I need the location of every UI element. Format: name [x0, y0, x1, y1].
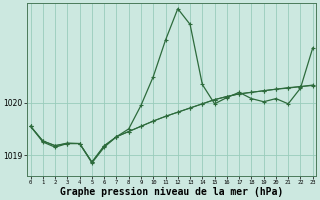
X-axis label: Graphe pression niveau de la mer (hPa): Graphe pression niveau de la mer (hPa) — [60, 186, 283, 197]
